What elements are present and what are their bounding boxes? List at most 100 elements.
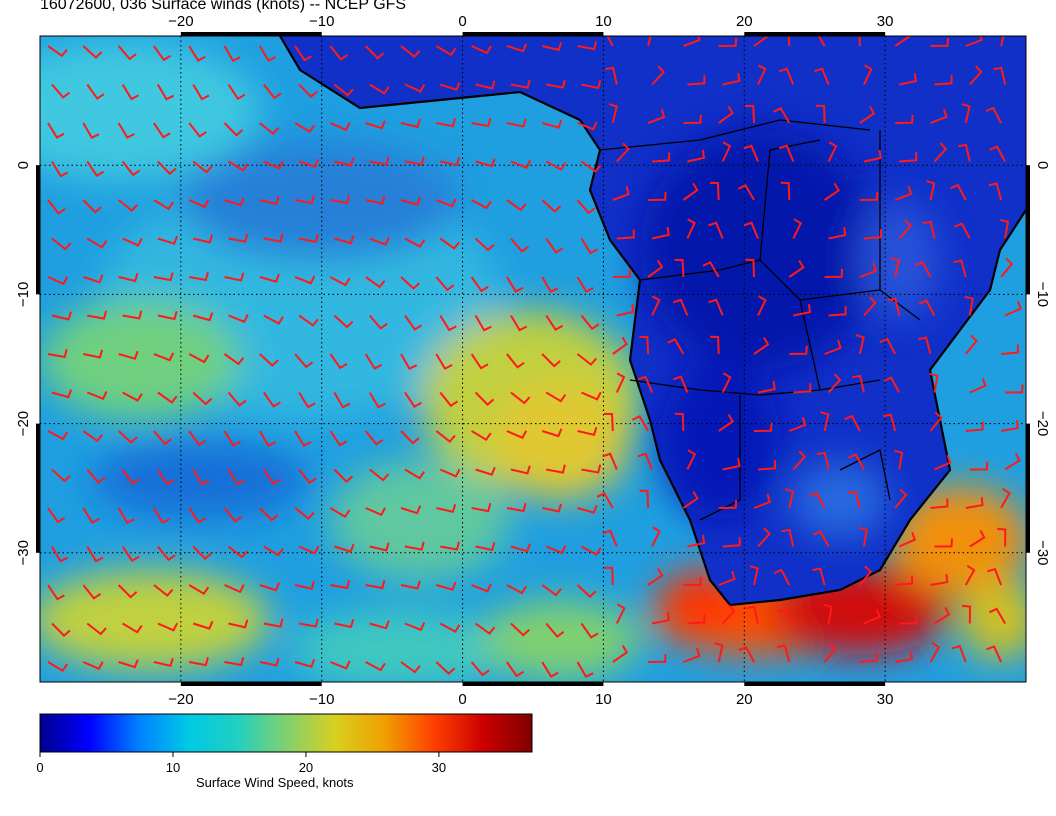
wind-barb (577, 426, 598, 436)
lat-label-right: 0 (1034, 161, 1051, 169)
wind-barb (546, 79, 566, 89)
wind-barb (930, 108, 948, 124)
wind-barb (188, 199, 210, 209)
wind-barb (887, 297, 901, 316)
wind-barb (439, 81, 461, 91)
wind-barb (86, 83, 105, 100)
wind-barb (576, 353, 597, 366)
wind-barb (47, 199, 66, 215)
wind-barb (541, 428, 563, 438)
wind-barb (545, 545, 567, 555)
wind-barb (721, 604, 736, 625)
wind-barb (47, 661, 69, 673)
wind-barb (581, 464, 602, 474)
wind-barb (965, 36, 983, 47)
wind-barb (545, 622, 565, 638)
wind-barb (86, 390, 108, 400)
wind-barb (612, 268, 632, 278)
wind-barb (439, 237, 460, 250)
wind-barb (639, 489, 650, 509)
wind-barb (1000, 487, 1011, 509)
wind-barb (773, 568, 791, 586)
wind-barb (746, 605, 759, 624)
wind-barb (510, 465, 531, 475)
wind-barb (894, 449, 904, 470)
wind-barb (121, 545, 140, 563)
wind-barb (894, 185, 913, 201)
wind-barb (258, 430, 276, 448)
wind-barb (721, 141, 732, 162)
wind-barb (368, 391, 386, 409)
wind-barb (294, 275, 316, 285)
wind-barb (929, 411, 943, 432)
wind-barb (365, 661, 386, 672)
wind-barb (596, 491, 614, 509)
lat-label-left: 0 (15, 161, 32, 169)
wind-barb (722, 537, 741, 548)
wind-barb (47, 348, 68, 359)
wind-barb (722, 72, 741, 86)
frame-bar-right (1026, 423, 1030, 553)
wind-barb (718, 413, 735, 432)
wind-barb (294, 507, 315, 520)
wind-barb (51, 237, 72, 251)
wind-barb (121, 160, 141, 177)
coastline (279, 36, 1026, 607)
wind-barb (329, 276, 351, 287)
wind-barb (333, 83, 354, 97)
wind-barb (192, 312, 214, 322)
wind-barb (333, 468, 354, 483)
wind-barb (364, 430, 384, 446)
wind-barb (153, 507, 171, 524)
wind-barb (687, 534, 706, 548)
wind-barb (471, 199, 492, 210)
wind-barb (192, 160, 213, 174)
wind-barb (898, 531, 917, 548)
wind-barb (687, 614, 706, 625)
wind-barb (953, 222, 971, 239)
wind-barb (188, 507, 207, 524)
wind-barb (506, 661, 525, 678)
wind-barb (792, 218, 803, 239)
wind-barb (47, 45, 68, 58)
wind-barb (743, 144, 759, 162)
wind-barb (259, 507, 279, 522)
wind-barb (298, 158, 320, 168)
wind-barb (965, 421, 984, 432)
wind-barb (899, 72, 918, 86)
wind-barb (999, 218, 1010, 239)
wind-barb (506, 430, 528, 440)
wind-barb (615, 372, 626, 393)
wind-barb (789, 345, 808, 355)
wind-barb (404, 156, 425, 166)
wind-barb (914, 260, 932, 278)
wind-barb (121, 468, 140, 485)
wind-barb (577, 504, 598, 514)
lon-label-bottom: −20 (168, 691, 193, 708)
wind-barb (969, 377, 987, 394)
colorbar-tick-label: 10 (165, 760, 181, 775)
wind-barb (859, 105, 876, 124)
wind-barb (757, 460, 776, 471)
wind-barb (687, 75, 706, 86)
wind-barb (122, 310, 143, 320)
wind-barb (987, 567, 1003, 586)
wind-barb (683, 576, 702, 586)
wind-barb (439, 314, 457, 332)
wind-barb (334, 619, 355, 629)
wind-barb (883, 376, 901, 393)
wind-barb (510, 237, 529, 253)
wind-barb (824, 339, 842, 355)
wind-barb (718, 37, 738, 47)
wind-barb (743, 221, 759, 239)
wind-barb (294, 353, 314, 369)
wind-barb (227, 160, 249, 172)
wind-barb (369, 620, 390, 630)
wind-barb (227, 391, 247, 407)
wind-barb (118, 659, 139, 669)
wind-barb (753, 493, 772, 509)
wind-barb (545, 237, 564, 254)
wind-barb (576, 276, 594, 293)
wind-barb (298, 545, 320, 555)
frame-bar-bottom (462, 682, 604, 686)
